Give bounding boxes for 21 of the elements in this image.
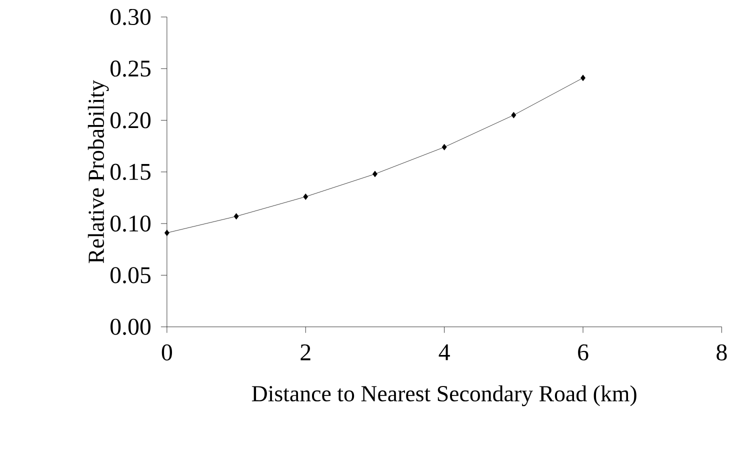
point <box>442 144 447 150</box>
x-tick-label: 4 <box>438 344 450 360</box>
y-tick-label: 0.25 <box>110 60 150 77</box>
x-tick-label: 2 <box>300 344 310 360</box>
point <box>372 170 378 178</box>
x-tick-label: 8 <box>716 344 727 361</box>
y-tick-label: 0.05 <box>110 267 150 284</box>
x-tick-label: 0 <box>162 344 172 361</box>
point <box>164 230 170 236</box>
point <box>234 213 239 220</box>
point <box>580 74 586 82</box>
y-tick-label: 0.10 <box>110 216 151 232</box>
x-axis-title: Distance to Nearest Secondary Road (km) <box>252 385 636 406</box>
y-tick-label: 0.15 <box>110 164 150 180</box>
y-tick-label: 0.20 <box>110 112 151 128</box>
x-tick-label: 6 <box>578 344 588 361</box>
y-tick-label: 0.00 <box>110 318 151 336</box>
point <box>303 194 308 200</box>
point <box>511 112 516 118</box>
y-tick-label: 0.30 <box>110 8 151 26</box>
y-axis-title: Relative Probability <box>88 80 109 264</box>
